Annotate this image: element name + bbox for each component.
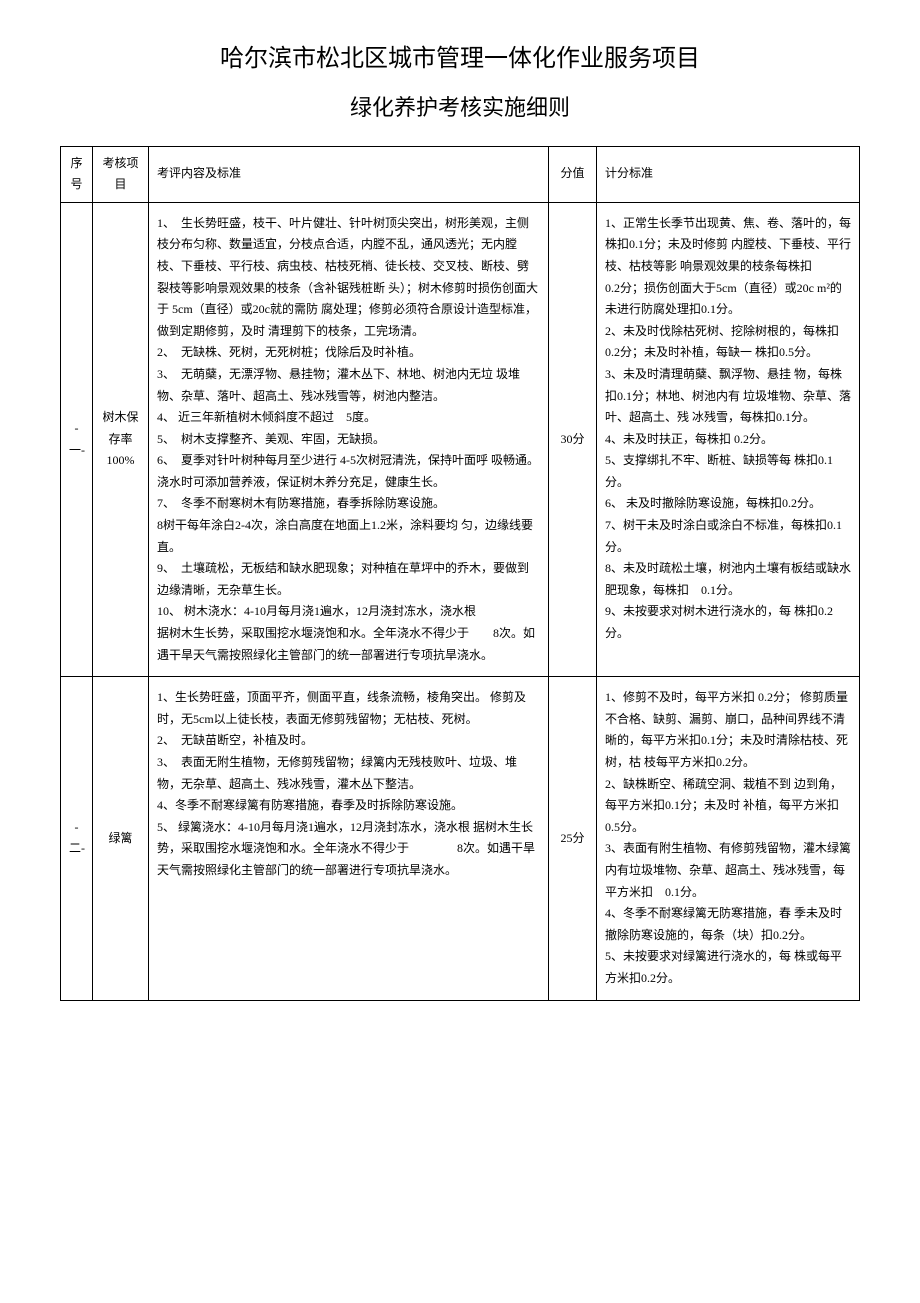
- cell-seq: -二-: [61, 677, 93, 1000]
- cell-item: 绿篱: [93, 677, 149, 1000]
- header-score: 分值: [549, 146, 597, 202]
- header-item: 考核项目: [93, 146, 149, 202]
- cell-content: 1、生长势旺盛，顶面平齐，侧面平直，线条流畅，棱角突出。 修剪及时，无5cm以上…: [149, 677, 549, 1000]
- table-header-row: 序号 考核项目 考评内容及标准 分值 计分标准: [61, 146, 860, 202]
- table-row: -二- 绿篱 1、生长势旺盛，顶面平齐，侧面平直，线条流畅，棱角突出。 修剪及时…: [61, 677, 860, 1000]
- cell-score: 30分: [549, 202, 597, 676]
- cell-score: 25分: [549, 677, 597, 1000]
- header-content: 考评内容及标准: [149, 146, 549, 202]
- cell-seq: -一-: [61, 202, 93, 676]
- cell-item: 树木保存率100%: [93, 202, 149, 676]
- table-row: -一- 树木保存率100% 1、 生长势旺盛，枝干、叶片健壮、针叶树顶尖突出，树…: [61, 202, 860, 676]
- cell-criteria: 1、正常生长季节出现黄、焦、卷、落叶的，每株扣0.1分；未及时修剪 内膛枝、下垂…: [597, 202, 860, 676]
- cell-criteria: 1、修剪不及时，每平方米扣 0.2分； 修剪质量不合格、缺剪、漏剪、崩口，品种间…: [597, 677, 860, 1000]
- page-title: 哈尔滨市松北区城市管理一体化作业服务项目: [60, 40, 860, 78]
- cell-content: 1、 生长势旺盛，枝干、叶片健壮、针叶树顶尖突出，树形美观，主侧枝分布匀称、数量…: [149, 202, 549, 676]
- page-subtitle: 绿化养护考核实施细则: [60, 90, 860, 125]
- header-seq: 序号: [61, 146, 93, 202]
- header-criteria: 计分标准: [597, 146, 860, 202]
- assessment-table: 序号 考核项目 考评内容及标准 分值 计分标准 -一- 树木保存率100% 1、…: [60, 146, 860, 1001]
